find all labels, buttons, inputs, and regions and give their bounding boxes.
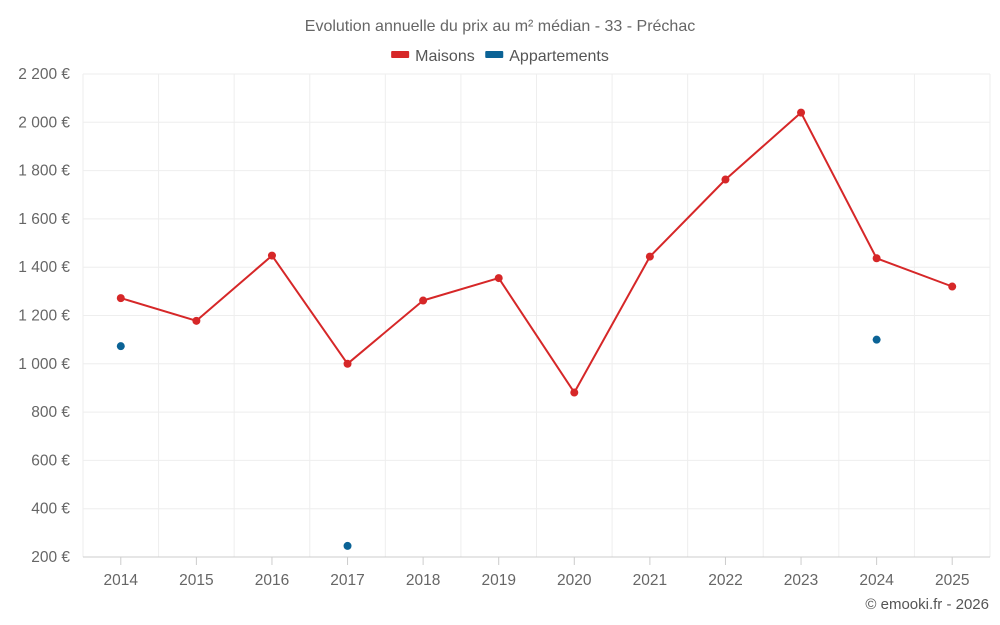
data-point-maisons[interactable] xyxy=(419,296,428,305)
data-point-maisons[interactable] xyxy=(645,252,654,261)
x-tick-label: 2019 xyxy=(481,572,515,589)
data-point-appartements[interactable] xyxy=(343,541,352,550)
data-point-maisons[interactable] xyxy=(721,175,730,184)
data-point-maisons[interactable] xyxy=(948,282,957,291)
grid xyxy=(82,73,991,558)
y-tick-label: 400 € xyxy=(31,501,70,518)
y-tick-label: 600 € xyxy=(31,452,70,469)
x-tick-label: 2020 xyxy=(557,572,592,589)
x-tick-label: 2023 xyxy=(784,572,818,589)
x-tick-label: 2017 xyxy=(330,572,364,589)
data-point-maisons[interactable] xyxy=(872,254,881,263)
legend-item-maisons[interactable]: Maisons xyxy=(391,48,475,65)
series-layer xyxy=(116,108,957,550)
legend[interactable]: Maisons Appartements xyxy=(391,48,609,65)
x-tick-label: 2025 xyxy=(935,572,969,589)
data-point-maisons[interactable] xyxy=(797,108,806,117)
y-axis: 200 € 400 € 600 € 800 € 1 000 € 1 200 € 1 400 … xyxy=(18,66,70,566)
y-tick-label: 800 € xyxy=(31,404,70,421)
y-tick-label: 1 200 € xyxy=(18,308,70,325)
legend-label: Appartements xyxy=(509,48,609,65)
x-tick-label: 2015 xyxy=(179,572,213,589)
series-line-maisons xyxy=(120,111,953,394)
x-tick-label: 2014 xyxy=(104,572,139,589)
y-tick-label: 1 000 € xyxy=(18,356,70,373)
legend-label: Maisons xyxy=(415,48,475,65)
x-axis: 2014 2015 2016 2017 2018 2019 2020 2021 2022 2023… xyxy=(83,556,990,589)
data-point-maisons[interactable] xyxy=(570,388,579,397)
series-maisons[interactable] xyxy=(116,108,957,397)
credit-label[interactable]: © emooki.fr - 2026 xyxy=(865,596,989,613)
series-appartements[interactable] xyxy=(116,335,881,550)
legend-item-appartements[interactable]: Appartements xyxy=(485,48,609,65)
x-tick-label: 2022 xyxy=(708,572,742,589)
data-point-appartements[interactable] xyxy=(116,342,125,351)
legend-swatch xyxy=(485,51,504,58)
data-point-maisons[interactable] xyxy=(192,316,201,325)
y-tick-label: 2 200 € xyxy=(18,66,70,83)
data-point-maisons[interactable] xyxy=(494,274,503,283)
data-point-maisons[interactable] xyxy=(343,359,352,368)
x-tick-label: 2024 xyxy=(859,572,894,589)
legend-swatch xyxy=(391,51,410,58)
data-point-maisons[interactable] xyxy=(267,251,276,260)
y-tick-label: 1 400 € xyxy=(18,259,70,276)
chart-title: Evolution annuelle du prix au m² médian … xyxy=(305,18,695,35)
data-point-maisons[interactable] xyxy=(116,294,125,303)
x-tick-label: 2018 xyxy=(406,572,440,589)
y-tick-label: 1 800 € xyxy=(18,163,70,180)
x-tick-label: 2021 xyxy=(633,572,667,589)
y-tick-label: 2 000 € xyxy=(18,114,70,131)
y-tick-label: 1 600 € xyxy=(18,211,70,228)
data-point-appartements[interactable] xyxy=(872,335,881,344)
y-tick-label: 200 € xyxy=(31,549,70,566)
x-tick-label: 2016 xyxy=(255,572,289,589)
